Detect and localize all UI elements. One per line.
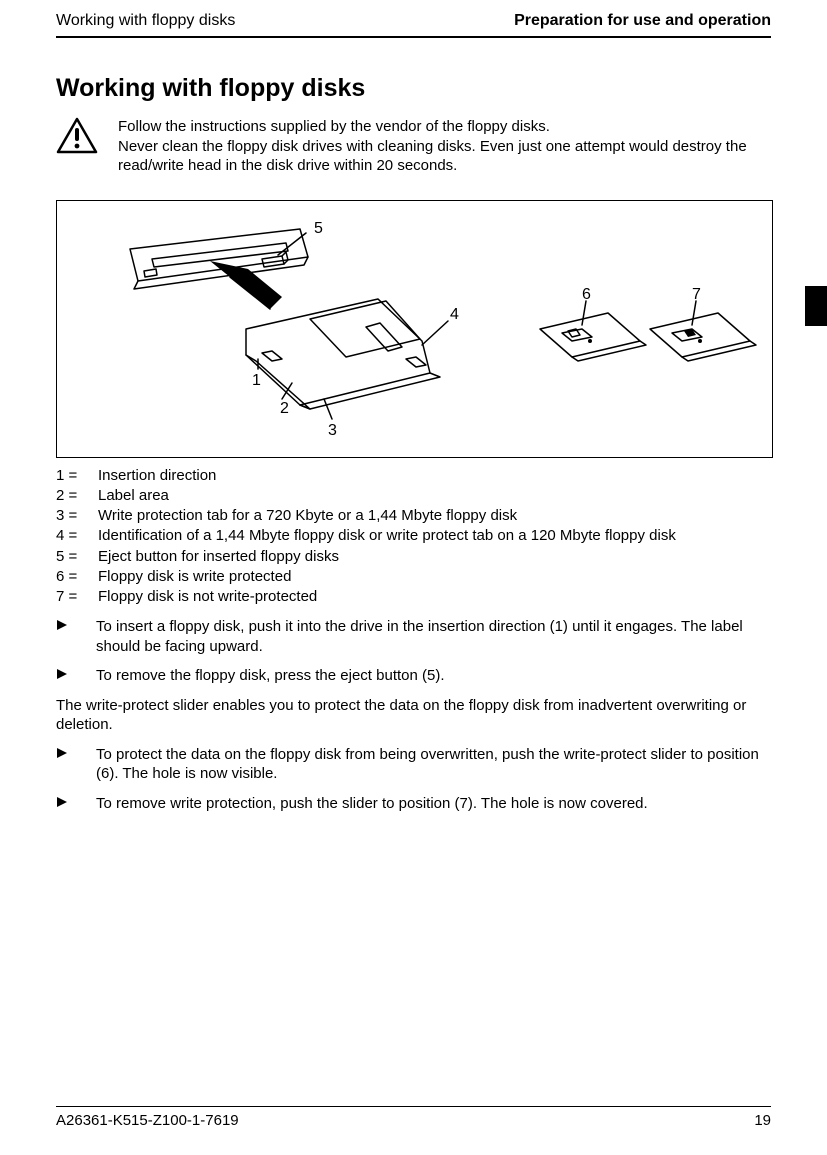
- header-left: Working with floppy disks: [56, 12, 235, 30]
- legend-desc: Identification of a 1,44 Mbyte floppy di…: [98, 526, 676, 546]
- diagram-label-7: 7: [692, 286, 701, 303]
- floppy-disk-diagram: 5 4 1 2 3 6 7: [56, 200, 773, 458]
- diagram-label-5: 5: [314, 220, 323, 237]
- diagram-label-2: 2: [280, 400, 289, 417]
- diagram-label-1: 1: [252, 372, 261, 389]
- action-arrow-icon: [56, 745, 96, 759]
- instruction-text: To remove write protection, push the sli…: [96, 794, 648, 814]
- diagram-legend: 1 = Insertion direction 2 = Label area 3…: [56, 466, 771, 608]
- legend-desc: Eject button for inserted floppy disks: [98, 547, 339, 567]
- instruction-list: To insert a floppy disk, push it into th…: [56, 617, 771, 686]
- legend-key: 1 =: [56, 466, 98, 486]
- legend-desc: Floppy disk is not write-protected: [98, 587, 317, 607]
- legend-row: 2 = Label area: [56, 486, 771, 506]
- section-title: Working with floppy disks: [56, 74, 771, 103]
- caution-icon: [56, 117, 98, 155]
- legend-key: 3 =: [56, 506, 98, 526]
- diagram-label-3: 3: [328, 422, 337, 439]
- legend-row: 6 = Floppy disk is write protected: [56, 567, 771, 587]
- legend-desc: Floppy disk is write protected: [98, 567, 291, 587]
- legend-key: 2 =: [56, 486, 98, 506]
- instruction-list: To protect the data on the floppy disk f…: [56, 745, 771, 814]
- instruction-item: To remove the floppy disk, press the eje…: [56, 666, 771, 686]
- legend-desc: Write protection tab for a 720 Kbyte or …: [98, 506, 517, 526]
- legend-row: 7 = Floppy disk is not write-protected: [56, 587, 771, 607]
- instruction-text: To insert a floppy disk, push it into th…: [96, 617, 771, 656]
- legend-row: 3 = Write protection tab for a 720 Kbyte…: [56, 506, 771, 526]
- legend-key: 5 =: [56, 547, 98, 567]
- action-arrow-icon: [56, 794, 96, 808]
- page: Working with floppy disks Preparation fo…: [0, 0, 827, 1155]
- instruction-text: To remove the floppy disk, press the eje…: [96, 666, 445, 686]
- diagram-label-6: 6: [582, 286, 591, 303]
- header-right: Preparation for use and operation: [514, 12, 771, 30]
- legend-row: 4 = Identification of a 1,44 Mbyte flopp…: [56, 526, 771, 546]
- instruction-item: To protect the data on the floppy disk f…: [56, 745, 771, 784]
- warning-block: Follow the instructions supplied by the …: [56, 117, 771, 176]
- warning-line-1: Follow the instructions supplied by the …: [118, 118, 550, 135]
- legend-key: 7 =: [56, 587, 98, 607]
- legend-row: 1 = Insertion direction: [56, 466, 771, 486]
- footer-doc-id: A26361-K515-Z100-1-7619: [56, 1112, 239, 1129]
- running-header: Working with floppy disks Preparation fo…: [56, 12, 771, 38]
- action-arrow-icon: [56, 666, 96, 680]
- page-footer: A26361-K515-Z100-1-7619 19: [56, 1106, 771, 1129]
- warning-line-2: Never clean the floppy disk drives with …: [118, 138, 747, 175]
- legend-desc: Label area: [98, 486, 169, 506]
- legend-desc: Insertion direction: [98, 466, 216, 486]
- legend-key: 4 =: [56, 526, 98, 546]
- warning-text: Follow the instructions supplied by the …: [118, 117, 771, 176]
- body-paragraph: The write-protect slider enables you to …: [56, 696, 771, 735]
- section-tab-marker: [805, 286, 827, 326]
- legend-row: 5 = Eject button for inserted floppy dis…: [56, 547, 771, 567]
- diagram-label-4: 4: [450, 306, 459, 323]
- footer-page-number: 19: [754, 1112, 771, 1129]
- action-arrow-icon: [56, 617, 96, 631]
- instruction-item: To remove write protection, push the sli…: [56, 794, 771, 814]
- legend-key: 6 =: [56, 567, 98, 587]
- instruction-item: To insert a floppy disk, push it into th…: [56, 617, 771, 656]
- instruction-text: To protect the data on the floppy disk f…: [96, 745, 771, 784]
